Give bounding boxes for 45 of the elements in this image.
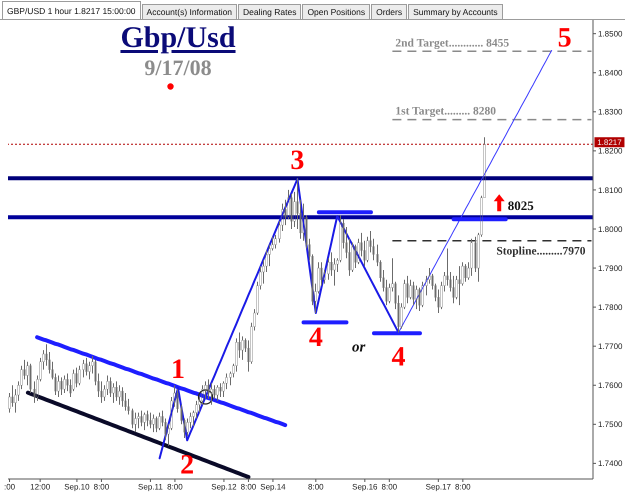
- x-tick-label: 8:00: [455, 482, 472, 492]
- text: Orders: [371, 4, 408, 20]
- y-tick-label: 1.8300: [598, 108, 624, 117]
- annotation: 5: [558, 22, 572, 54]
- y-tick-label: 1.8100: [598, 186, 624, 195]
- x-tick-label: Sep.11: [138, 482, 164, 492]
- y-tick-label: 1.7800: [598, 302, 624, 312]
- y-tick-label: 1.8000: [598, 224, 624, 234]
- x-tick-label: 12:00: [30, 482, 51, 492]
- y-tick-label: 1.7400: [598, 459, 624, 468]
- text: Open Positions: [302, 4, 370, 20]
- annotation: 3: [290, 144, 304, 176]
- ref-line-label: 1st Target......... 8280: [395, 106, 496, 118]
- x-tick-label: Sep.12: [211, 482, 238, 492]
- y-tick-label: 1.7700: [598, 342, 624, 352]
- x-tick-label: 8:00: [240, 482, 257, 492]
- x-tick-label: 8:00: [382, 482, 398, 492]
- annotation: or: [352, 340, 366, 356]
- ref-line-label: Stopline.........7970: [496, 246, 586, 258]
- text: Account(s) Information: [142, 4, 238, 20]
- ref-line-label: 2nd Target............ 8455: [395, 37, 510, 50]
- text: 9/17/08: [144, 55, 212, 80]
- x-tick-label: :00: [4, 482, 16, 492]
- x-tick-label: 8:00: [167, 482, 184, 492]
- text: Summary by Accounts: [408, 4, 503, 20]
- x-tick-label: 8:00: [94, 482, 110, 492]
- ref-line-label: 1.8217: [597, 138, 622, 148]
- annotation: 8025: [508, 198, 534, 214]
- y-tick-label: 1.8500: [598, 30, 624, 39]
- y-tick-label: 1.8200: [598, 146, 624, 156]
- text: Dealing Rates: [238, 4, 302, 20]
- y-tick-label: 1.8400: [598, 68, 624, 78]
- annotation: 4: [392, 342, 406, 373]
- x-tick-label: Sep.16: [352, 482, 378, 492]
- x-tick-label: Sep.14: [260, 482, 286, 492]
- x-tick-label: Sep.10: [64, 482, 90, 492]
- x-tick-label: 8:00: [308, 482, 324, 492]
- annotation: 2: [180, 449, 194, 480]
- annotation: 4: [308, 322, 323, 353]
- y-tick-label: 1.7500: [598, 420, 624, 430]
- y-tick-label: 1.7900: [598, 264, 624, 273]
- x-tick-label: Sep.17: [426, 482, 452, 492]
- y-tick-label: 1.7600: [598, 381, 624, 390]
- annotation: 1: [170, 354, 185, 385]
- chart-title: Gbp/Usd: [120, 21, 236, 54]
